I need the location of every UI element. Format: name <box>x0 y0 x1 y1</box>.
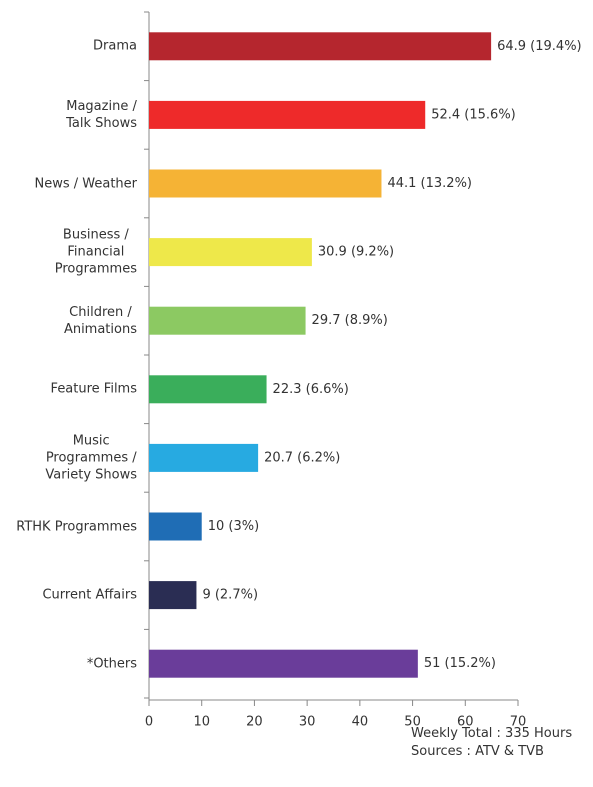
value-label: 9 (2.7%) <box>202 588 258 603</box>
category-label: Drama <box>93 38 137 54</box>
value-label: 30.9 (9.2%) <box>318 245 394 260</box>
bar <box>149 375 267 404</box>
category-label: Current Affairs <box>42 587 137 603</box>
note: Sources : ATV & TVB <box>411 744 544 759</box>
category-label: News / Weather <box>34 176 137 191</box>
x-tick-label: 20 <box>246 715 263 730</box>
category-label: Magazine / Talk Shows <box>66 98 137 131</box>
category-label: RTHK Programmes <box>16 519 137 534</box>
bar <box>149 649 418 678</box>
bar <box>149 512 202 541</box>
bar <box>149 581 197 610</box>
bar <box>149 443 259 472</box>
x-tick-label: 40 <box>352 715 369 730</box>
value-label: 10 (3%) <box>208 519 259 534</box>
category-label: Children / Animations <box>63 304 137 337</box>
value-label: 22.3 (6.6%) <box>273 382 349 397</box>
value-label: 29.7 (8.9%) <box>312 313 388 328</box>
bar <box>149 169 382 198</box>
value-label: 20.7 (6.2%) <box>264 450 340 465</box>
bar <box>149 100 426 129</box>
category-label: Feature Films <box>50 381 137 397</box>
bar <box>149 32 492 61</box>
value-label: 44.1 (13.2%) <box>387 176 472 191</box>
x-tick-label: 70 <box>510 715 527 730</box>
bar <box>149 238 312 267</box>
category-label: Business / Financial Programmes <box>54 227 137 277</box>
x-tick-label: 0 <box>145 715 153 730</box>
x-tick-label: 50 <box>404 715 421 730</box>
x-tick-label: 30 <box>299 715 316 730</box>
category-label: Music Programmes / Variety Shows <box>45 433 137 483</box>
value-label: 51 (15.2%) <box>424 656 496 671</box>
category-label: *Others <box>86 656 137 672</box>
value-label: 64.9 (19.4%) <box>497 39 582 54</box>
value-label: 52.4 (15.6%) <box>431 107 516 122</box>
bar <box>149 306 306 335</box>
x-tick-label: 10 <box>193 715 210 730</box>
note: Weekly Total : 335 Hours <box>411 726 573 741</box>
x-tick-label: 60 <box>457 715 474 730</box>
